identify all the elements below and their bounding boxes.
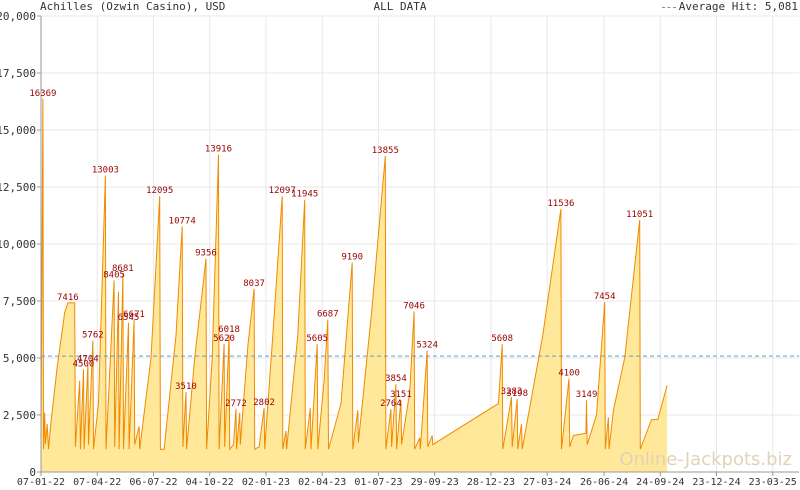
data-label: 4704 xyxy=(77,355,99,365)
x-tick-label: 29-09-23 xyxy=(411,477,459,488)
series-line xyxy=(40,98,668,451)
data-label: 13855 xyxy=(372,146,399,156)
data-label: 3151 xyxy=(390,390,412,400)
chart-subtitle: ALL DATA xyxy=(373,0,427,13)
data-label: 10774 xyxy=(169,216,196,226)
y-tick-label: 2,500 xyxy=(3,409,36,422)
data-label: 7046 xyxy=(403,301,425,311)
y-tick-label: 15,000 xyxy=(0,124,36,137)
x-tick-label: 02-04-23 xyxy=(298,477,346,488)
data-label: 5605 xyxy=(306,334,328,344)
data-label: 2764 xyxy=(380,399,402,409)
data-label: 2802 xyxy=(253,398,275,408)
data-label: 8037 xyxy=(243,279,265,289)
legend-dash-icon xyxy=(661,6,676,8)
legend-average-hit: Average Hit: 5,081 xyxy=(661,0,798,14)
chart-grid xyxy=(40,15,799,473)
data-label: 13003 xyxy=(92,166,119,176)
data-label: 9356 xyxy=(195,249,217,259)
x-tick-label: 27-03-24 xyxy=(523,477,571,488)
data-label: 11051 xyxy=(626,210,653,220)
x-tick-label: 01-07-23 xyxy=(354,477,402,488)
data-label: 8681 xyxy=(112,264,134,274)
data-label: 11536 xyxy=(547,199,574,209)
data-labels: 1636974164500470457621300384058681654566… xyxy=(29,89,653,409)
data-label: 12095 xyxy=(146,186,173,196)
x-tick-label: 07-01-22 xyxy=(17,477,65,488)
data-label: 7416 xyxy=(57,293,79,303)
x-tick-label: 23-03-25 xyxy=(749,477,797,488)
x-tick-label: 23-12-24 xyxy=(692,477,740,488)
data-label: 3149 xyxy=(576,390,598,400)
data-label: 5762 xyxy=(82,331,104,341)
x-tick-label: 04-10-22 xyxy=(186,477,234,488)
data-label: 13916 xyxy=(205,145,232,155)
data-label: 9190 xyxy=(341,252,363,262)
data-label: 7454 xyxy=(594,292,616,302)
y-tick-label: 17,500 xyxy=(0,67,36,80)
x-tick-label: 07-04-22 xyxy=(73,477,121,488)
x-tick-label: 02-01-23 xyxy=(242,477,290,488)
watermark: Online-Jackpots.biz xyxy=(619,449,792,470)
data-label: 5608 xyxy=(491,334,513,344)
y-tick-label: 12,500 xyxy=(0,181,36,194)
data-label: 11945 xyxy=(291,190,318,200)
data-label: 4500 xyxy=(73,359,95,369)
x-tick-label: 26-06-24 xyxy=(580,477,628,488)
y-tick-label: 5,000 xyxy=(3,352,36,365)
x-axis-ticks: 07-01-22 07-04-22 06-07-22 04-10-22 02-01-23… xyxy=(17,472,797,488)
chart-title: Achilles (Ozwin Casino), USD xyxy=(40,0,226,13)
y-tick-label: 20,000 xyxy=(0,10,36,23)
data-label: 16369 xyxy=(29,89,56,99)
data-label: 8405 xyxy=(103,270,125,280)
y-tick-label: 10,000 xyxy=(0,238,36,251)
y-tick-label: 7,500 xyxy=(3,295,36,308)
x-tick-label: 24-09-24 xyxy=(636,477,684,488)
data-label: 3854 xyxy=(385,374,407,384)
data-label: 3510 xyxy=(175,382,197,392)
y-axis-ticks: 0 2,500 5,000 7,500 10,000 12,500 15,000 17,500… xyxy=(0,10,41,479)
data-label: 6687 xyxy=(317,310,339,320)
x-tick-label: 28-12-23 xyxy=(467,477,515,488)
data-label: 2772 xyxy=(225,399,247,409)
legend-label: Average Hit: 5,081 xyxy=(678,0,798,13)
data-label: 5324 xyxy=(416,341,438,351)
data-label: 3283 xyxy=(501,387,523,397)
data-label: 3198 xyxy=(506,389,528,399)
data-label: 4100 xyxy=(558,369,580,379)
data-label: 6545 xyxy=(118,313,140,323)
data-label: 6018 xyxy=(218,325,240,335)
data-label: 12097 xyxy=(269,186,296,196)
data-label: 5620 xyxy=(213,334,235,344)
data-label: 6671 xyxy=(123,310,145,320)
x-tick-label: 06-07-22 xyxy=(129,477,177,488)
y-tick-label: 0 xyxy=(29,466,36,479)
series-area xyxy=(41,98,668,473)
